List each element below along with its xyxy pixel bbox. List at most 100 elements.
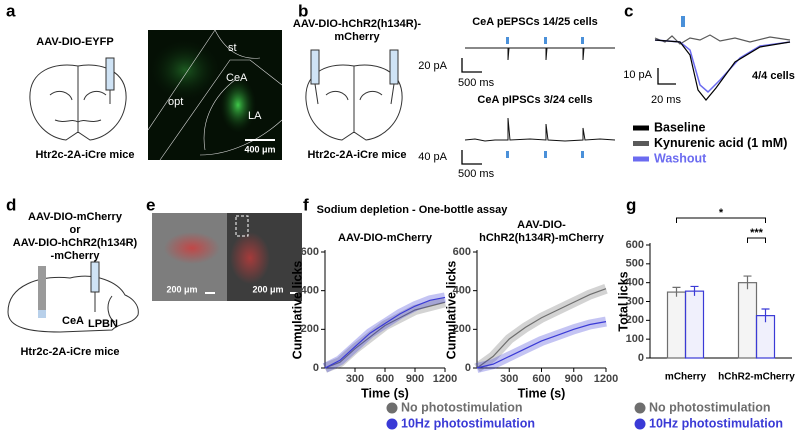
trace-title: CeA pEPSCs 14/25 cells	[472, 16, 598, 28]
legend-swatch	[633, 156, 649, 162]
y-tick-label: 100	[626, 333, 644, 345]
mouse-label: Htr2c-2A-iCre mice	[35, 149, 134, 161]
scale-label: 400 μm	[244, 144, 275, 154]
light-pulses	[506, 151, 584, 158]
x-axis-label: Time (s)	[361, 386, 409, 400]
virus-label: AAV-DIO-EYFP	[36, 36, 113, 48]
scale-label: 20 pA	[418, 60, 447, 72]
cell-count: 4/4 cells	[752, 70, 795, 82]
panel-letter: d	[6, 195, 16, 214]
expression	[164, 232, 220, 264]
ipsc-trace	[464, 117, 616, 142]
legend-label: Baseline	[654, 120, 705, 134]
legend-label: No photostimulation	[401, 400, 523, 414]
y-tick-label: 0	[465, 362, 471, 374]
legend-label: Washout	[654, 151, 707, 165]
x-tick-label: 900	[565, 373, 583, 385]
legend-marker	[634, 402, 646, 414]
x-tick-label: mCherry	[665, 372, 707, 383]
series-line	[476, 288, 607, 369]
legend-label: Kynurenic acid (1 mM)	[654, 136, 787, 150]
bar	[684, 290, 705, 359]
y-tick-label: 200	[453, 323, 471, 335]
chart-title: AAV-DIO-mCherry	[338, 232, 433, 244]
y-tick-label: 0	[638, 352, 644, 364]
significance-label: ***	[750, 227, 764, 239]
epsc-trace	[465, 47, 615, 61]
y-tick-label: 600	[301, 246, 319, 258]
virus-label: AAV-DIO-mCherry	[28, 211, 123, 223]
panel-title: Sodium depletion - One-bottle assay	[317, 204, 509, 216]
scale-label: 40 pA	[418, 151, 447, 163]
expression	[150, 40, 220, 100]
needle	[390, 83, 395, 105]
y-tick-label: 500	[626, 258, 644, 270]
scale-bar	[657, 68, 676, 85]
scale-label: 200 μm	[166, 284, 197, 294]
scale-label: 500 ms	[458, 168, 495, 180]
panel-letter: b	[298, 1, 308, 20]
virus-label: or	[70, 224, 82, 236]
panel-letter: c	[624, 1, 633, 20]
x-tick-label: 900	[406, 373, 424, 385]
legend-swatch	[633, 125, 649, 131]
series-line	[476, 321, 607, 369]
region-outline	[147, 29, 283, 161]
syringe	[389, 49, 399, 85]
x-tick-label: 1200	[433, 373, 457, 385]
virus-label: mCherry	[334, 31, 380, 43]
legend-label: 10Hz photostimulation	[401, 416, 535, 430]
x-tick-label: 300	[500, 373, 518, 385]
baseline-trace	[654, 39, 791, 101]
legend-marker	[386, 418, 398, 430]
error-bar	[672, 286, 681, 297]
expression	[220, 77, 256, 133]
syringe	[90, 261, 100, 293]
legend-swatch	[633, 141, 649, 146]
y-tick-label: 200	[626, 314, 644, 326]
virus-label: AAV-DIO-hChR2(h134R)	[13, 237, 138, 249]
washout-trace	[654, 39, 791, 94]
brain-sagittal	[7, 275, 139, 333]
x-tick-label: 300	[346, 373, 364, 385]
y-axis-label: Cumulative licks	[290, 261, 304, 360]
region-label: st	[228, 42, 237, 54]
y-axis-label: Cumulative licks	[444, 261, 458, 360]
significance-bracket	[676, 217, 766, 223]
bar	[666, 291, 687, 359]
x-tick-label: hChR2-mCherry	[718, 372, 795, 383]
virus-label: AAV-DIO-hChR2(h134R)-	[293, 18, 421, 30]
virus-label: -mCherry	[51, 250, 101, 262]
brain-coronal	[305, 64, 403, 141]
y-tick-label: 0	[313, 362, 319, 374]
y-tick-label: 400	[301, 285, 319, 297]
mouse-label: Htr2c-2A-iCre mice	[20, 346, 119, 358]
trace-title: CeA pIPSCs 3/24 cells	[477, 94, 592, 106]
light-pulses	[506, 37, 584, 44]
y-tick-label: 200	[301, 323, 319, 335]
y-axis-label: Total licks	[616, 271, 630, 331]
bar	[737, 282, 758, 359]
x-tick-label: 1200	[594, 373, 618, 385]
region-label: LA	[248, 110, 262, 122]
syringe	[105, 57, 115, 91]
chart-title: AAV-DIO-	[517, 219, 566, 231]
y-tick-label: 600	[453, 246, 471, 258]
scale-bar	[461, 150, 482, 165]
light-spot	[38, 310, 46, 318]
scale-label: 200 μm	[252, 284, 283, 294]
light-pulse	[681, 16, 685, 27]
region-label: LPBN	[88, 318, 118, 330]
y-tick-label: 400	[626, 277, 644, 289]
region-label: CeA	[62, 315, 84, 327]
legend-label: 10Hz photostimulation	[649, 416, 783, 430]
x-axis-label: Time (s)	[518, 386, 566, 400]
x-tick-label: 600	[532, 373, 550, 385]
significance-label: *	[719, 207, 724, 219]
series-line	[324, 301, 446, 369]
y-tick-label: 600	[626, 239, 644, 251]
syringe	[310, 49, 320, 85]
inset-box	[235, 215, 249, 237]
region-label: CeA	[226, 72, 248, 84]
